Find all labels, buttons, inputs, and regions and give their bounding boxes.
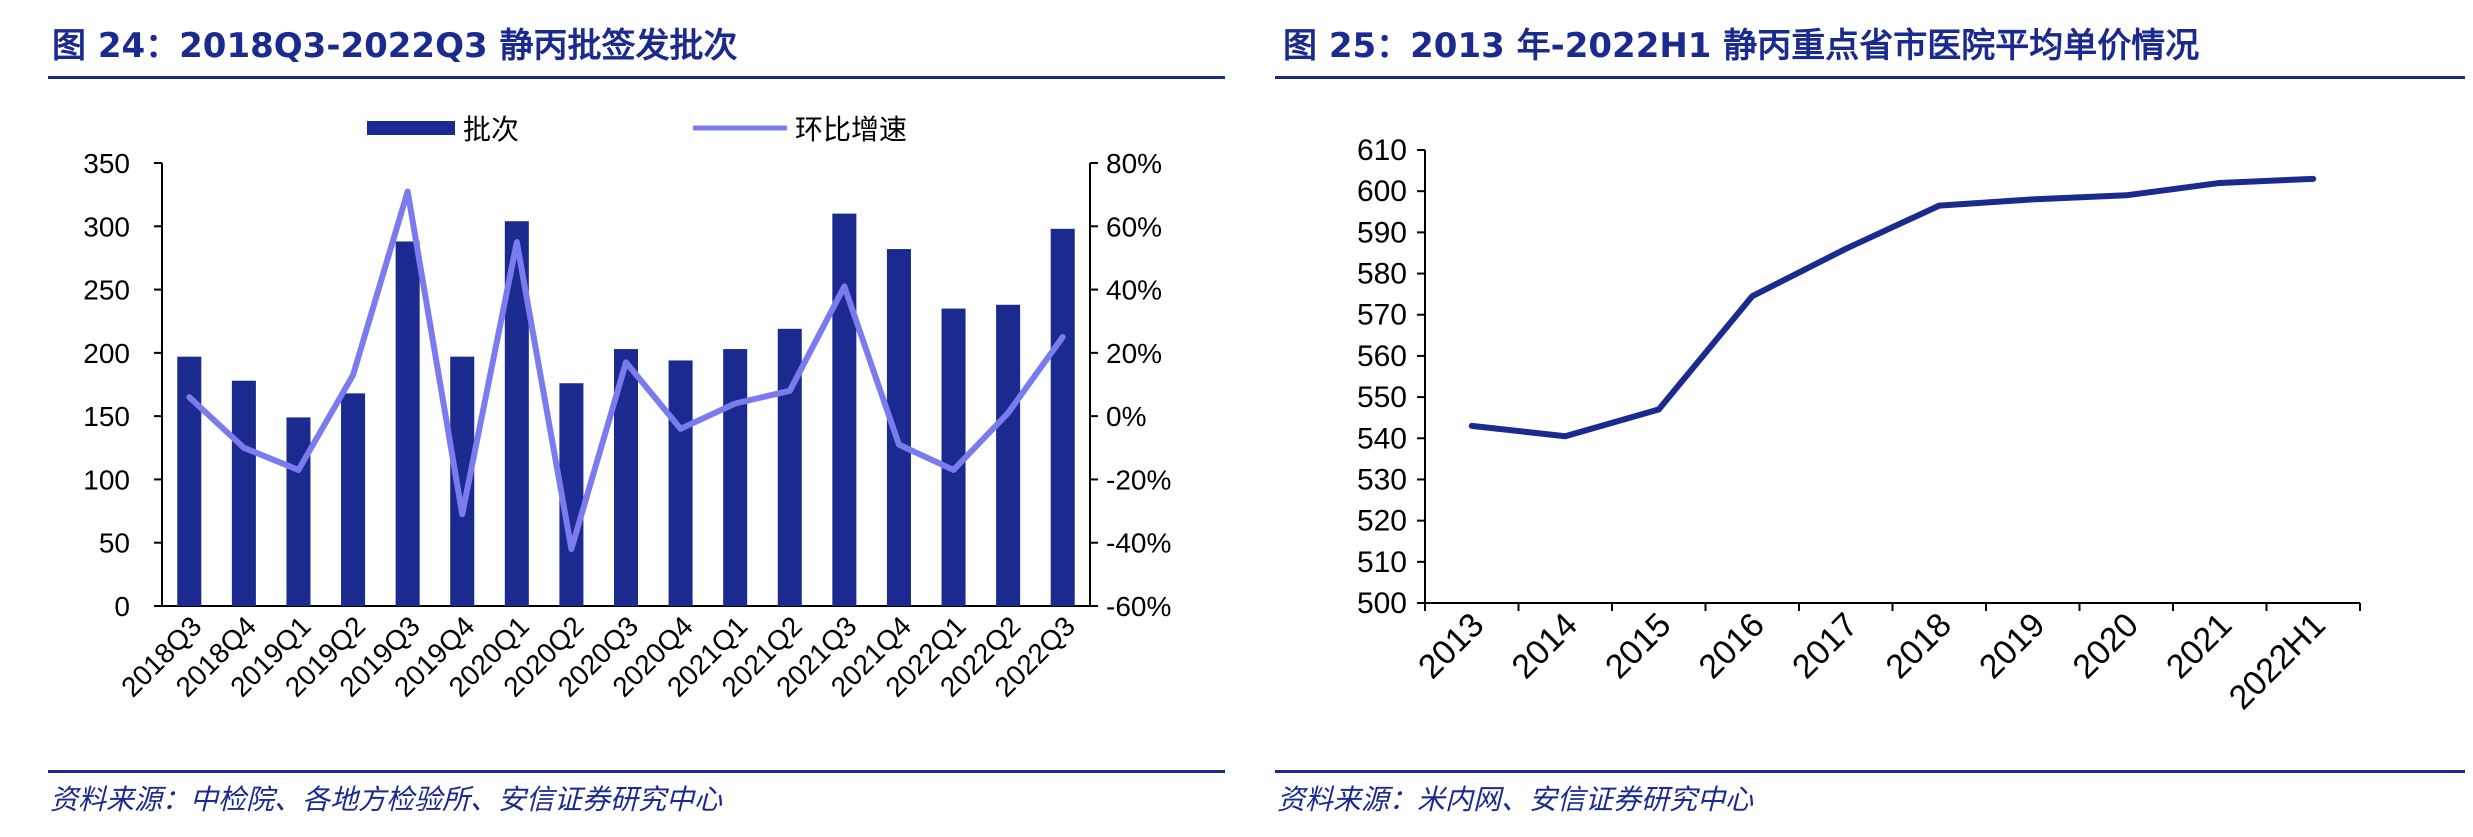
x-tick-label-2019: 2019 [1972,606,2052,686]
right-title-rule [1275,76,2465,79]
right-figure-panel: 图 25：2013 年-2022H1 静丙重点省市医院平均单价情况 500 510… [1275,0,2473,837]
right-y-tick-label: 20% [1106,338,1162,369]
right-y-tick-label: -60% [1106,591,1171,622]
right-source-note: 资料来源：米内网、安信证券研究中心 [1277,783,1754,816]
bar-2021Q3 [832,213,857,606]
y-tick-label: 520 [1357,505,1407,538]
right-y-tick-label: -20% [1106,464,1171,495]
left-source-rule [48,770,1225,773]
x-tick-label-2013: 2013 [1411,606,1491,686]
x-tick-label-2022H1: 2022H1 [2222,606,2333,717]
right-y-tick-label: 40% [1106,275,1162,306]
left-y-tick-label: 0 [114,591,130,622]
bar-2019Q1 [286,417,311,606]
left-title-rule [48,76,1225,79]
bar-2022Q3 [1050,228,1075,606]
y-tick-label: 580 [1357,258,1407,291]
x-tick-label-2017: 2017 [1785,606,1865,686]
y-tick-label: 550 [1357,381,1407,414]
y-tick-label: 510 [1357,546,1407,579]
right-y-tick-label: 80% [1106,148,1162,179]
x-tick-label-2015: 2015 [1598,606,1678,686]
bar-2022Q2 [996,304,1021,606]
average-price-line [1468,175,2317,440]
y-tick-label: 500 [1357,587,1407,620]
right-chart: 500 510 520 530 540 550 560 570 580 590 600 610 2013… [1357,134,2361,717]
right-y-tick-label: 0% [1106,401,1146,432]
left-y-tick-label: 200 [83,338,130,369]
x-tick-label-2020: 2020 [2066,606,2146,686]
bar-2019Q2 [341,393,366,606]
legend-bar-swatch [367,121,455,135]
left-figure-title: 图 24：2018Q3-2022Q3 静丙批签发批次 [52,26,738,66]
x-tick-label-2014: 2014 [1505,606,1585,686]
left-y-tick-label: 300 [83,211,130,242]
bar-2021Q1 [723,349,748,606]
left-y-tick-label: 50 [99,528,130,559]
y-tick-label: 570 [1357,299,1407,332]
right-y-tick-label: -40% [1106,528,1171,559]
left-source-note: 资料来源：中检院、各地方检验所、安信证券研究中心 [50,783,723,816]
y-tick-label: 530 [1357,463,1407,496]
bar-2018Q4 [231,380,256,606]
left-y-tick-label: 100 [83,464,130,495]
left-figure-panel: 图 24：2018Q3-2022Q3 静丙批签发批次 0 50 100 150 200 2… [0,0,1225,837]
left-chart: 0 50 100 150 200 250 300 350 -60% -40% -20% 0% 20% 40… [83,113,1171,703]
y-tick-label: 610 [1357,134,1407,167]
y-tick-label: 540 [1357,422,1407,455]
y-tick-label: 560 [1357,340,1407,373]
bar-2020Q4 [668,360,693,606]
bar-2019Q3 [395,241,420,606]
right-figure-title: 图 25：2013 年-2022H1 静丙重点省市医院平均单价情况 [1283,26,2200,66]
x-tick-label-2018: 2018 [1879,606,1959,686]
y-tick-label: 600 [1357,175,1407,208]
right-y-tick-label: 60% [1106,211,1162,242]
left-y-tick-label: 250 [83,275,130,306]
growth-rate-line [186,188,1066,553]
legend-line-label: 环比增速 [795,113,907,146]
left-y-tick-label: 350 [83,148,130,179]
right-source-rule [1275,770,2465,773]
bar-2018Q3 [177,356,202,606]
legend-bar-label: 批次 [463,113,519,146]
y-tick-label: 590 [1357,216,1407,249]
x-tick-label-2021: 2021 [2159,606,2239,686]
left-y-tick-label: 150 [83,401,130,432]
x-tick-label-2016: 2016 [1692,606,1772,686]
